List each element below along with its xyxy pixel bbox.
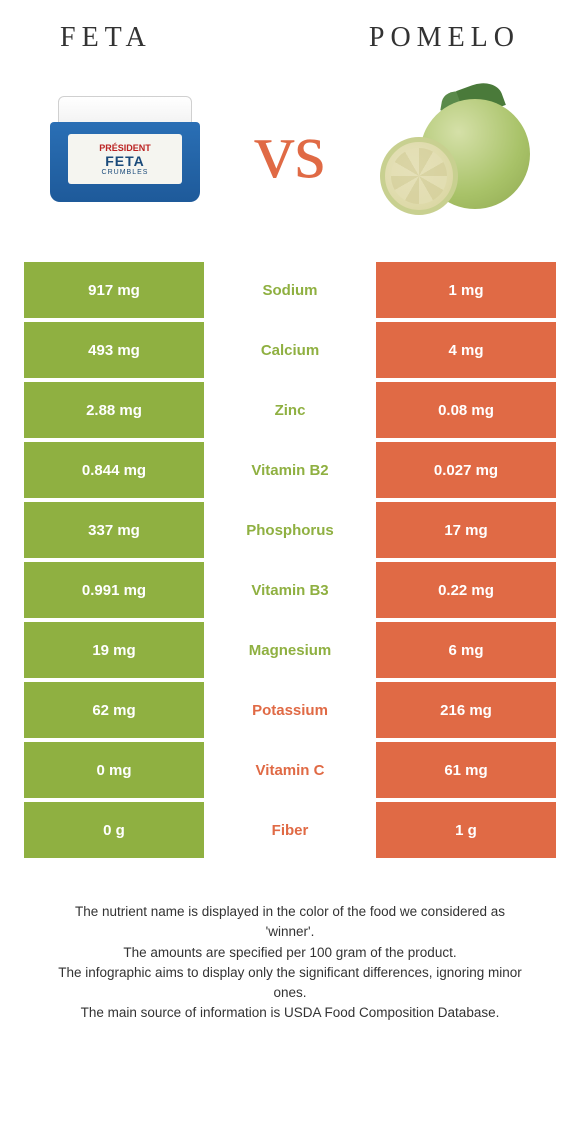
nutrient-name-cell: Phosphorus <box>204 502 376 558</box>
right-value-cell: 0.027 mg <box>376 442 556 498</box>
table-row: 62 mgPotassium216 mg <box>24 682 556 738</box>
table-row: 917 mgSodium1 mg <box>24 262 556 318</box>
right-value-cell: 61 mg <box>376 742 556 798</box>
right-value-cell: 0.08 mg <box>376 382 556 438</box>
left-value-cell: 0 mg <box>24 742 204 798</box>
right-value-cell: 1 mg <box>376 262 556 318</box>
footer-line: The amounts are specified per 100 gram o… <box>50 943 530 963</box>
table-row: 493 mgCalcium4 mg <box>24 322 556 378</box>
table-row: 19 mgMagnesium6 mg <box>24 622 556 678</box>
right-value-cell: 17 mg <box>376 502 556 558</box>
vs-label: vs <box>254 111 325 191</box>
header: Feta Pomelo <box>0 0 580 62</box>
table-row: 0.844 mgVitamin B20.027 mg <box>24 442 556 498</box>
nutrient-name-cell: Zinc <box>204 382 376 438</box>
nutrient-name-cell: Potassium <box>204 682 376 738</box>
nutrient-name-cell: Sodium <box>204 262 376 318</box>
left-value-cell: 62 mg <box>24 682 204 738</box>
left-food-image: PRÉSIDENT FETA CRUMBLES <box>40 81 210 221</box>
table-row: 337 mgPhosphorus17 mg <box>24 502 556 558</box>
left-value-cell: 0.991 mg <box>24 562 204 618</box>
left-value-cell: 0.844 mg <box>24 442 204 498</box>
footer-notes: The nutrient name is displayed in the co… <box>0 862 580 1024</box>
right-value-cell: 6 mg <box>376 622 556 678</box>
right-food-title: Pomelo <box>369 22 520 54</box>
footer-line: The nutrient name is displayed in the co… <box>50 902 530 943</box>
right-value-cell: 0.22 mg <box>376 562 556 618</box>
table-row: 0 gFiber1 g <box>24 802 556 858</box>
nutrient-name-cell: Vitamin C <box>204 742 376 798</box>
table-row: 2.88 mgZinc0.08 mg <box>24 382 556 438</box>
nutrient-name-cell: Vitamin B3 <box>204 562 376 618</box>
nutrient-table: 917 mgSodium1 mg493 mgCalcium4 mg2.88 mg… <box>0 262 580 858</box>
left-value-cell: 2.88 mg <box>24 382 204 438</box>
pomelo-icon <box>380 81 530 221</box>
left-value-cell: 0 g <box>24 802 204 858</box>
nutrient-name-cell: Fiber <box>204 802 376 858</box>
feta-icon: PRÉSIDENT FETA CRUMBLES <box>50 96 200 206</box>
nutrient-name-cell: Calcium <box>204 322 376 378</box>
table-row: 0 mgVitamin C61 mg <box>24 742 556 798</box>
left-value-cell: 19 mg <box>24 622 204 678</box>
left-food-title: Feta <box>60 22 152 54</box>
left-value-cell: 337 mg <box>24 502 204 558</box>
right-value-cell: 216 mg <box>376 682 556 738</box>
right-value-cell: 1 g <box>376 802 556 858</box>
right-value-cell: 4 mg <box>376 322 556 378</box>
left-value-cell: 917 mg <box>24 262 204 318</box>
right-food-image <box>370 81 540 221</box>
footer-line: The infographic aims to display only the… <box>50 963 530 1004</box>
nutrient-name-cell: Vitamin B2 <box>204 442 376 498</box>
table-row: 0.991 mgVitamin B30.22 mg <box>24 562 556 618</box>
hero-row: PRÉSIDENT FETA CRUMBLES vs <box>0 62 580 262</box>
left-value-cell: 493 mg <box>24 322 204 378</box>
nutrient-name-cell: Magnesium <box>204 622 376 678</box>
footer-line: The main source of information is USDA F… <box>50 1003 530 1023</box>
